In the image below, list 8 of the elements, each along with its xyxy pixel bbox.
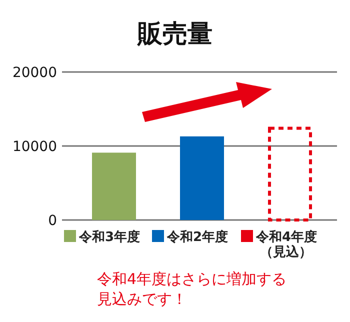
legend-label: 令和3年度: [78, 229, 140, 245]
y-tick-label: 20000: [12, 64, 57, 81]
chart-title: 販売量: [136, 19, 212, 48]
y-tick-label: 10000: [12, 138, 57, 155]
text: 令和4年度はさらに増加する見込みです！: [97, 270, 287, 308]
y-tick-label: 0: [48, 212, 57, 229]
legend-label: 令和4年度（見込）: [255, 229, 318, 260]
legend-label: 令和2年度: [166, 229, 228, 245]
